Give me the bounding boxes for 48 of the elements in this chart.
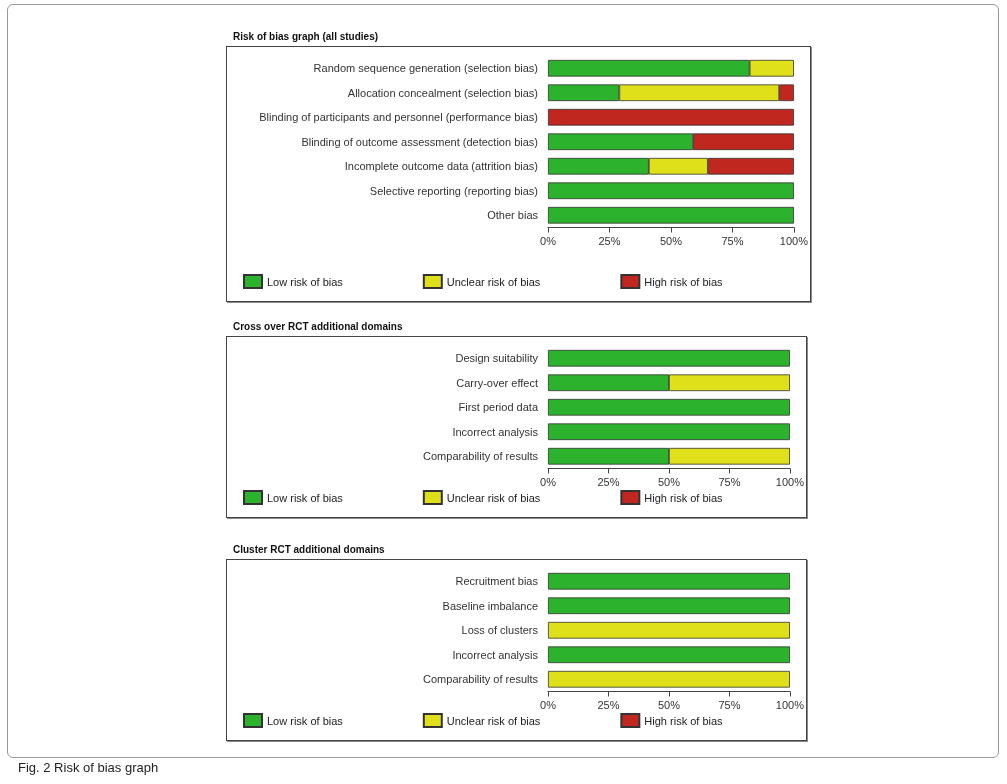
x-tick-label: 25% bbox=[597, 476, 620, 488]
y-tick-label: Incorrect analysis bbox=[452, 425, 539, 438]
y-tick-label: Comparability of results bbox=[423, 450, 539, 463]
x-tick-label: 0% bbox=[540, 476, 557, 488]
y-tick-label: Design suitability bbox=[455, 352, 539, 365]
x-tick-label: 100% bbox=[775, 476, 805, 488]
y-tick-label: Baseline imbalance bbox=[442, 599, 538, 612]
y-tick-label: Other bias bbox=[487, 209, 539, 222]
x-tick-label: 75% bbox=[721, 235, 744, 247]
text: Risk of bias graph (all studies) bbox=[233, 30, 379, 42]
bar bbox=[548, 206, 794, 224]
legend-label: Low risk of bias bbox=[267, 275, 344, 288]
y-tick-label: Comparability of results bbox=[423, 673, 539, 686]
x-tick-label: 50% bbox=[657, 699, 681, 711]
x-tick-label: 0% bbox=[540, 699, 557, 711]
y-tick-label: Selective reporting (reporting bias) bbox=[369, 184, 538, 197]
y-tick-label: Incorrect analysis bbox=[452, 648, 539, 661]
x-tick-label: 100% bbox=[779, 235, 809, 247]
legend-label: Unclear risk of bias bbox=[446, 275, 541, 288]
y-tick-label: First period data bbox=[458, 401, 539, 414]
legend-label: Unclear risk of bias bbox=[446, 714, 541, 727]
legend-label: High risk of bias bbox=[644, 714, 724, 727]
legend-label: Low risk of bias bbox=[267, 491, 344, 504]
legend-label: High risk of bias bbox=[644, 275, 724, 288]
y-tick-label: Recruitment bias bbox=[455, 575, 539, 588]
x-tick-label: 75% bbox=[718, 699, 741, 711]
text: Cluster RCT additional domains bbox=[233, 543, 386, 555]
x-tick-label: 25% bbox=[597, 699, 620, 711]
x-tick-label: 0% bbox=[540, 235, 557, 247]
x-tick-label: 50% bbox=[659, 235, 683, 247]
bar bbox=[548, 108, 794, 126]
y-tick-label: Blinding of participants and personnel (performance bias) bbox=[259, 111, 538, 124]
x-tick-label: 75% bbox=[718, 476, 741, 488]
y-tick-label: Allocation concealment (selection bias) bbox=[347, 86, 538, 99]
legend-label: Unclear risk of bias bbox=[446, 491, 541, 504]
x-tick-label: 25% bbox=[598, 235, 621, 247]
caption: Fig. 2 Risk of bias graph bbox=[18, 760, 159, 775]
y-tick-label: Carry-over effect bbox=[456, 376, 538, 389]
legend-label: High risk of bias bbox=[644, 491, 724, 504]
legend-label: Low risk of bias bbox=[267, 714, 344, 727]
bar bbox=[548, 182, 794, 200]
y-tick-label: Incomplete outcome data (attrition bias) bbox=[344, 160, 538, 173]
text: Cross over RCT additional domains bbox=[233, 320, 403, 332]
x-tick-label: 100% bbox=[775, 699, 805, 711]
y-tick-label: Random sequence generation (selection bias) bbox=[313, 62, 538, 75]
y-tick-label: Blinding of outcome assessment (detection bias) bbox=[301, 135, 538, 148]
y-tick-label: Loss of clusters bbox=[461, 624, 539, 637]
x-tick-label: 50% bbox=[657, 476, 681, 488]
